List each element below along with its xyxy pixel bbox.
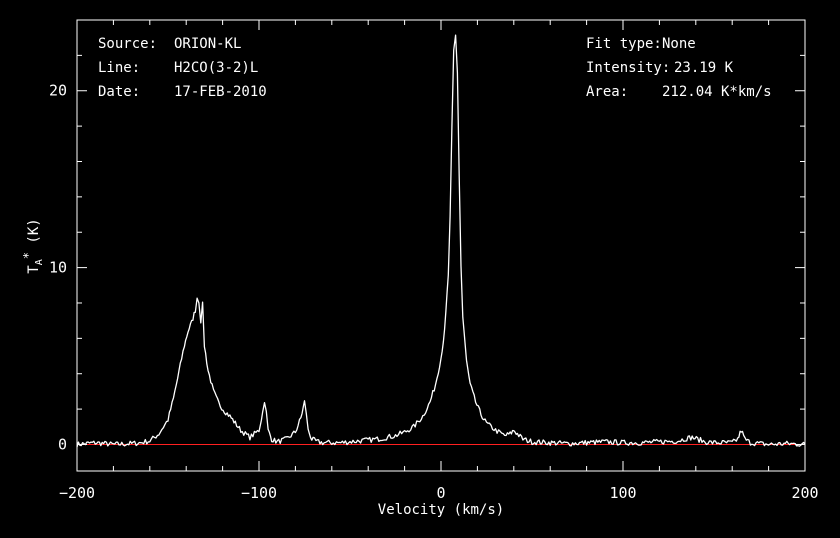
spectrum-line: [76, 34, 806, 448]
x-tick-label: 0: [436, 484, 445, 502]
date-label: Date:: [98, 84, 141, 100]
area-value: 212.04 K*km/s: [662, 84, 772, 100]
line-label: Line:: [98, 60, 141, 76]
x-tick-label: −100: [241, 484, 277, 502]
source-label: Source:: [98, 36, 158, 52]
svg-text:TA* (K): TA* (K): [21, 218, 45, 273]
fit-type-label: Fit type:: [586, 36, 662, 52]
intensity-value: 23.19 K: [674, 60, 734, 76]
x-tick-label: 100: [609, 484, 636, 502]
y-tick-label: 10: [49, 259, 67, 277]
y-axis-label: TA* (K): [21, 218, 45, 273]
x-tick-label: 200: [791, 484, 818, 502]
x-axis-label: Velocity (km/s): [378, 502, 504, 518]
date-value: 17-FEB-2010: [174, 84, 267, 100]
axis-ticks: [76, 19, 806, 471]
fit-type-value: None: [662, 36, 696, 52]
y-tick-label: 0: [58, 435, 67, 453]
x-tick-label: −200: [59, 484, 95, 502]
tick-labels: −200 −100 0 100 200 0 10 20: [49, 82, 819, 502]
source-value: ORION-KL: [174, 36, 242, 52]
line-value: H2CO(3-2)L: [174, 60, 259, 76]
area-label: Area:: [586, 84, 629, 100]
intensity-label: Intensity:: [586, 60, 671, 76]
y-tick-label: 20: [49, 82, 67, 100]
